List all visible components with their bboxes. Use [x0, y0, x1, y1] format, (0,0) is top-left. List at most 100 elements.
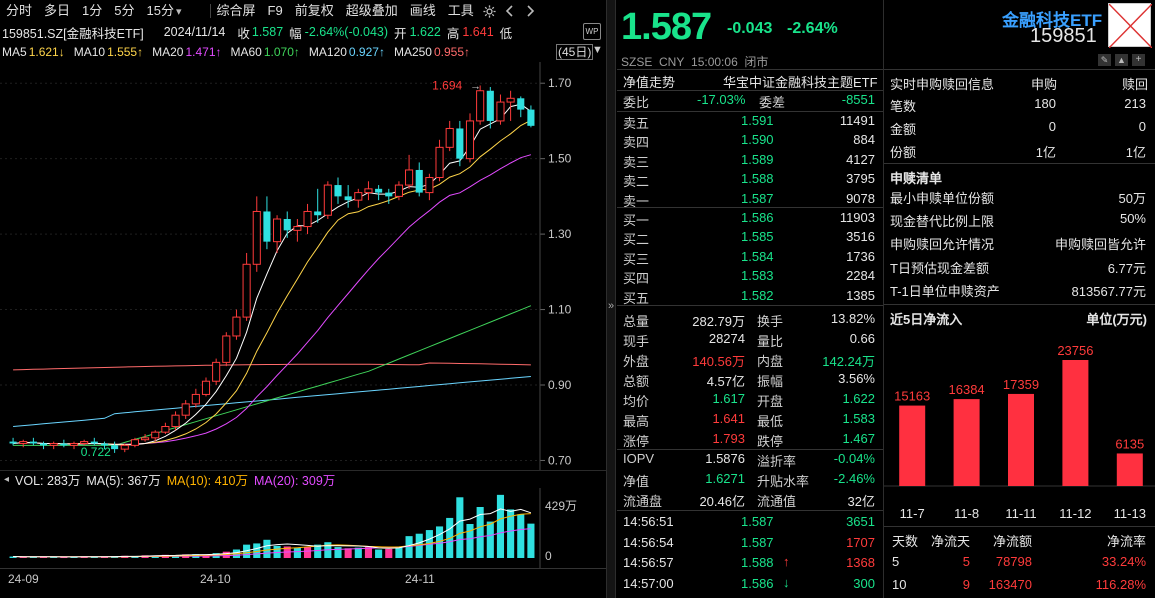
order-book-row[interactable]: 买二 1.585 3516	[623, 228, 879, 247]
order-book-row[interactable]: 卖一 1.587 9078	[623, 190, 879, 209]
quote-time: 15:00:06	[691, 55, 738, 69]
order-book-row[interactable]: 卖五 1.591 11491	[623, 112, 879, 131]
candle-body	[435, 146, 444, 179]
order-book-row[interactable]: 卖二 1.588 3795	[623, 170, 879, 189]
stat-value: 1.467	[842, 431, 875, 446]
section-divider	[884, 69, 1155, 70]
period-tab-multiday[interactable]: 多日	[44, 3, 71, 18]
stat-label: 总额	[623, 374, 650, 389]
level-price: 1.588	[741, 171, 774, 187]
candle-body	[171, 414, 180, 428]
candle-body	[60, 443, 68, 446]
order-book-row[interactable]: 卖三 1.589 4127	[623, 151, 879, 170]
wp-badge-icon[interactable]: WP	[583, 23, 601, 40]
menu-f9[interactable]: F9	[267, 3, 283, 18]
order-book-row[interactable]: 卖四 1.590 884	[623, 131, 879, 150]
inflow-bar-label: 6135	[1115, 436, 1144, 451]
stat-value: -2.46%	[833, 471, 875, 486]
level-price: 1.585	[741, 229, 774, 245]
panel-divider[interactable]: »	[606, 0, 616, 598]
arrow-up-icon: ↑	[783, 554, 790, 569]
arrow-down-icon: ↓	[783, 574, 790, 590]
volume-bar	[527, 523, 535, 558]
candle-body	[303, 210, 312, 228]
order-book-row[interactable]: 买四 1.583 2284	[623, 267, 879, 286]
menu-overlay[interactable]: 超级叠加	[345, 3, 398, 18]
candle-body	[201, 380, 211, 395]
subscription-sell: 213	[1124, 96, 1146, 111]
ma-value: 0.927↑	[348, 45, 385, 59]
stat-value: 1.5876	[705, 451, 745, 466]
menu-adjust[interactable]: 前复权	[294, 3, 334, 18]
stat-row: 净值 1.6271 升贴水率 -2.46%	[623, 471, 879, 491]
stat-label: 流通值	[757, 494, 797, 509]
volume-bar	[395, 546, 403, 558]
expand-arrow-icon[interactable]: »	[608, 300, 615, 312]
weicha-label: 委差	[759, 95, 786, 110]
volume-legend: ◂ VOL: 283万 MA(5): 367万 MA(10): 410万 MA(…	[0, 470, 606, 488]
stat-label: 换手	[757, 314, 784, 329]
ma5-line	[13, 103, 532, 446]
chart-toolbar: 分时 多日 1分 5分 15分 ▾ 综合屏 F9 前复权 超级叠加 画线 工具	[0, 0, 606, 22]
stat-value: 140.56万	[692, 354, 745, 369]
period-tab-intraday[interactable]: 分时	[6, 3, 33, 18]
edit-icon[interactable]: ✎	[1098, 54, 1111, 66]
order-book-row[interactable]: 买一 1.586 11903	[623, 209, 879, 228]
last-price: 1.587	[621, 6, 712, 48]
period-tab-15min[interactable]: 15分	[146, 3, 174, 18]
candle-body	[19, 441, 28, 444]
candle-body	[273, 218, 282, 243]
quote-info-row: 159851.SZ[金融科技ETF] 2024/11/14 收 1.587 幅 …	[0, 22, 606, 42]
stat-row: 外盘 140.56万 内盘 142.24万	[623, 351, 879, 371]
menu-draw[interactable]: 画线	[409, 3, 436, 18]
level-label: 买四	[623, 271, 650, 287]
volume-ma20: MA(20): 309万	[253, 474, 336, 488]
candle-body	[445, 127, 454, 148]
days-dropdown-icon[interactable]: ▼	[592, 44, 603, 56]
volume-bar	[100, 556, 109, 558]
section-divider	[617, 207, 883, 208]
menu-composite[interactable]: 综合屏	[216, 3, 256, 18]
level-price: 1.586	[741, 210, 774, 225]
volume-bar	[9, 556, 17, 558]
creation-label: T-1日单位申赎资产	[890, 283, 1000, 299]
level-price: 1.583	[741, 268, 774, 284]
order-book-row[interactable]: 买五 1.582 1385	[623, 287, 879, 306]
kline-chart[interactable]: 1.70 1.50 1.30 1.10 0.90 0.70 1.694 → 0.722	[0, 62, 606, 470]
netflow-col-header: 净流额	[992, 534, 1032, 549]
collapse-left-icon[interactable]	[500, 0, 520, 22]
stat-label: 流通盘	[623, 494, 663, 509]
period-tab-5min[interactable]: 5分	[114, 3, 135, 18]
bell-icon[interactable]: ▲	[1115, 54, 1128, 66]
netflow-flow-days: 9	[962, 577, 970, 592]
period-dropdown-icon[interactable]: ▾	[175, 5, 182, 18]
tick-volume: 1707	[846, 534, 875, 550]
level-price: 1.587	[741, 190, 774, 206]
stat-value: 1.617	[712, 391, 745, 406]
section-divider	[617, 305, 883, 306]
y-tick-label: 1.10	[548, 303, 572, 317]
volume-bar	[507, 509, 515, 558]
net-value-trend-link[interactable]: 净值走势	[623, 75, 676, 90]
candle-body	[242, 263, 251, 318]
settings-gear-icon[interactable]	[480, 0, 500, 22]
high-marker: 1.694	[432, 78, 462, 92]
add-icon[interactable]: +	[1132, 54, 1145, 66]
currency: CNY	[659, 55, 685, 69]
section-divider	[617, 449, 883, 450]
days-selector[interactable]: (45日)	[556, 44, 594, 60]
level-volume: 11491	[839, 113, 875, 128]
volume-bar	[253, 543, 261, 558]
open-label: 开	[394, 26, 407, 41]
period-tab-1min[interactable]: 1分	[82, 3, 103, 18]
creation-label: 最小申赎单位份额	[890, 191, 995, 206]
collapse-right-icon[interactable]	[520, 0, 540, 22]
volume-chart[interactable]: 429万 0	[0, 488, 606, 568]
menu-tools[interactable]: 工具	[447, 3, 474, 18]
stat-value: 1.6271	[705, 471, 745, 486]
y-tick-label: 0.90	[548, 378, 572, 392]
volume-toggle-icon[interactable]: ◂	[4, 474, 10, 485]
tick-volume: 300	[853, 575, 875, 591]
volume-bar	[303, 547, 312, 558]
order-book-row[interactable]: 买三 1.584 1736	[623, 248, 879, 267]
